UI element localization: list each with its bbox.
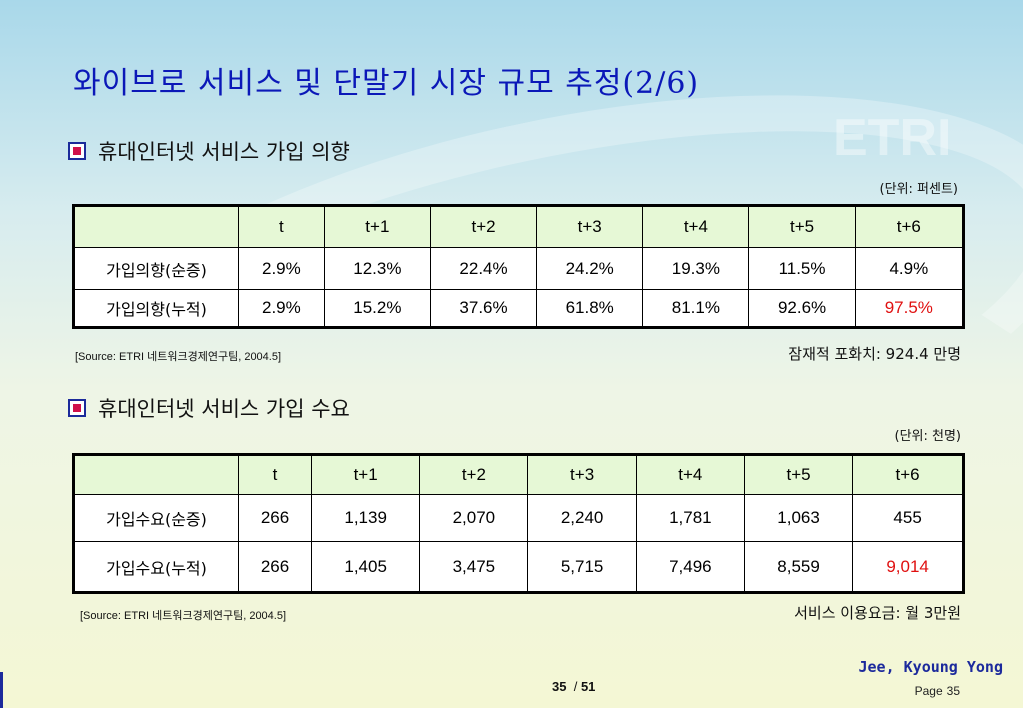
- table-cell: 24.2%: [536, 247, 644, 290]
- table-cell: 11.5%: [748, 247, 856, 290]
- footer-accent-bar: [0, 672, 3, 708]
- table-cell: 1,405: [311, 541, 421, 593]
- table-cell: 5,715: [527, 541, 637, 593]
- table-cell: 61.8%: [536, 289, 644, 328]
- page-number: 35: [946, 684, 960, 698]
- table-cell: 455: [852, 494, 964, 542]
- table-cell: 15.2%: [323, 289, 431, 328]
- table-header-cell: t+3: [527, 454, 637, 495]
- table-header-cell: t+3: [536, 205, 644, 248]
- table-cell: 37.6%: [429, 289, 538, 328]
- row-label: 가입의향(누적): [73, 289, 239, 328]
- table-cell: 7,496: [635, 541, 745, 593]
- table-cell: 92.6%: [748, 289, 856, 328]
- table-cell: 266: [237, 494, 313, 542]
- etri-watermark-logo: ETRI: [833, 109, 951, 165]
- table-cell: 2,070: [419, 494, 529, 542]
- section-heading-intention: 휴대인터넷 서비스 가입 의향: [68, 136, 350, 166]
- table-cell: 2.9%: [238, 247, 325, 290]
- source-citation: [Source: ETRI 네트워크경제연구팀, 2004.5]: [80, 610, 287, 622]
- table-header-cell: t: [237, 454, 313, 495]
- row-label: 가입수요(누적): [73, 541, 239, 593]
- page-label-text: Page: [914, 684, 943, 698]
- table-header-cell: t: [238, 205, 325, 248]
- square-bullet-icon: [68, 142, 86, 160]
- table-cell: 3,475: [419, 541, 529, 593]
- table-cell: 8,559: [743, 541, 854, 593]
- page-title: 와이브로 서비스 및 단말기 시장 규모 추정(2/6): [73, 66, 700, 101]
- table-cell-highlight: 9,014: [852, 541, 964, 593]
- table-row: 가입의향(순증) 2.9% 12.3% 22.4% 24.2% 19.3% 11…: [73, 247, 965, 290]
- current-page-number: 35: [552, 679, 567, 694]
- source-citation: [Source: ETRI 네트워크경제연구팀, 2004.5]: [75, 351, 282, 363]
- section-heading-text: 휴대인터넷 서비스 가입 수요: [98, 397, 350, 421]
- table-cell: 81.1%: [642, 289, 750, 328]
- page-separator: /: [573, 679, 578, 694]
- table-cell: 19.3%: [642, 247, 750, 290]
- table-cell: 1,063: [743, 494, 854, 542]
- table-header-cell: t+1: [323, 205, 431, 248]
- page-number-label: Page 35: [911, 684, 960, 698]
- table-header-cell: t+4: [642, 205, 750, 248]
- table-cell: 1,139: [311, 494, 421, 542]
- table-header-cell: [73, 205, 239, 248]
- table-cell: 1,781: [635, 494, 745, 542]
- table-header-cell: [73, 454, 239, 495]
- table-cell: 12.3%: [323, 247, 431, 290]
- square-bullet-icon: [68, 399, 86, 417]
- table-header-cell: t+4: [635, 454, 745, 495]
- table-cell: 4.9%: [854, 247, 965, 290]
- table-header-cell: t+6: [854, 205, 965, 248]
- table-header-cell: t+5: [748, 205, 856, 248]
- table-header-row: t t+1 t+2 t+3 t+4 t+5 t+6: [73, 454, 964, 495]
- table-header-row: t t+1 t+2 t+3 t+4 t+5 t+6: [73, 205, 965, 248]
- table-row: 가입수요(누적) 266 1,405 3,475 5,715 7,496 8,5…: [73, 541, 964, 593]
- row-label: 가입의향(순증): [73, 247, 239, 290]
- total-pages: 51: [580, 679, 596, 694]
- table-cell: 2,240: [527, 494, 637, 542]
- table-cell-highlight: 97.5%: [854, 289, 965, 328]
- table-header-cell: t+6: [852, 454, 964, 495]
- table-header-cell: t+2: [419, 454, 529, 495]
- section-heading-demand: 휴대인터넷 서비스 가입 수요: [68, 393, 350, 423]
- table-header-cell: t+5: [743, 454, 854, 495]
- unit-label: (단위: 퍼센트): [879, 182, 958, 197]
- table-header-cell: t+1: [311, 454, 421, 495]
- intention-table: t t+1 t+2 t+3 t+4 t+5 t+6 가입의향(순증) 2.9% …: [72, 204, 965, 329]
- slide-pager[interactable]: 35 / 51: [552, 679, 595, 694]
- row-label: 가입수요(순증): [73, 494, 239, 542]
- demand-table: t t+1 t+2 t+3 t+4 t+5 t+6 가입수요(순증) 266 1…: [72, 453, 965, 594]
- unit-label: (단위: 천명): [894, 429, 962, 444]
- watermark-text: ETRI: [833, 109, 951, 165]
- table-cell: 2.9%: [238, 289, 325, 328]
- table-cell: 266: [237, 541, 313, 593]
- author-name: Jee, Kyoung Yong: [858, 658, 1004, 676]
- table-row: 가입의향(누적) 2.9% 15.2% 37.6% 61.8% 81.1% 92…: [73, 289, 965, 328]
- section-heading-text: 휴대인터넷 서비스 가입 의향: [98, 140, 350, 164]
- table-row: 가입수요(순증) 266 1,139 2,070 2,240 1,781 1,0…: [73, 494, 964, 542]
- fee-note: 서비스 이용요금: 월 3만원: [794, 604, 961, 622]
- table-cell: 22.4%: [429, 247, 538, 290]
- table-header-cell: t+2: [429, 205, 538, 248]
- saturation-note: 잠재적 포화치: 924.4 만명: [788, 345, 961, 363]
